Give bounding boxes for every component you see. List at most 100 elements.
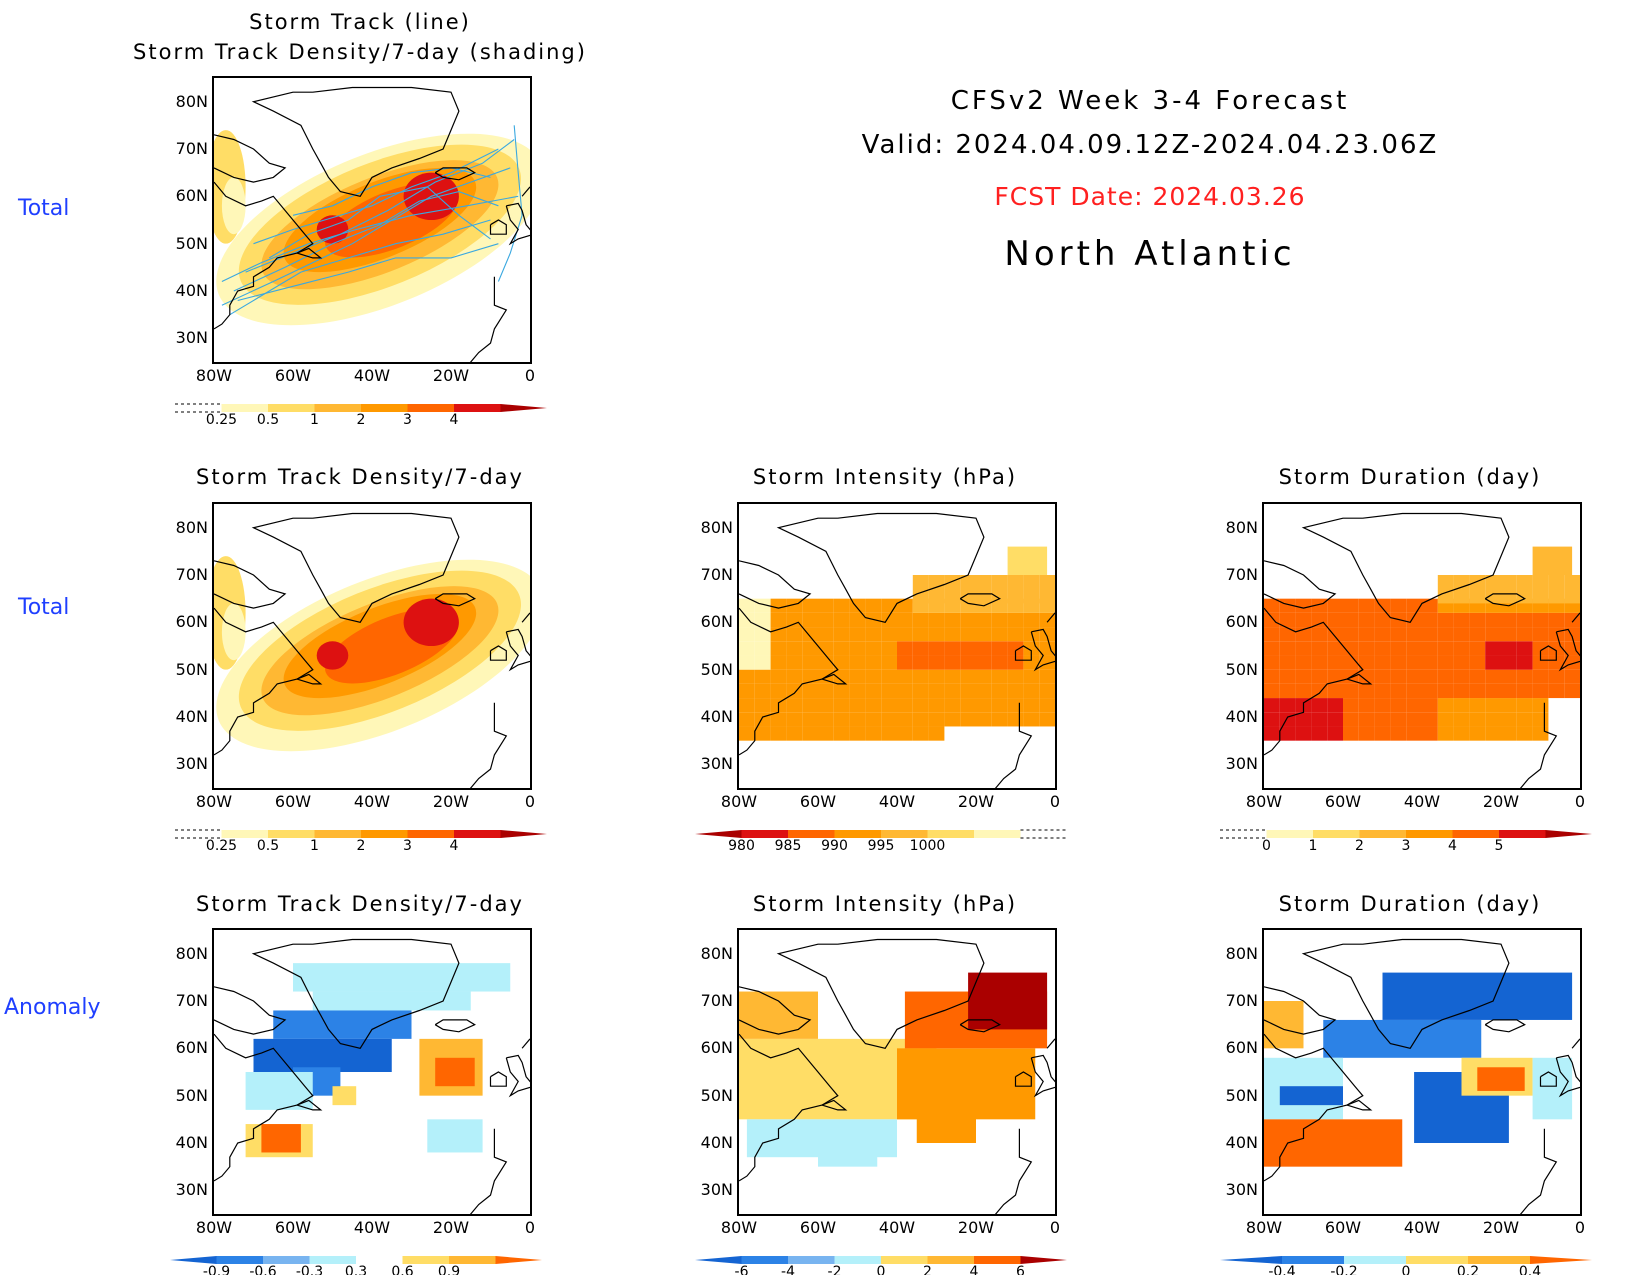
colorbar-tick-label: -0.6 (249, 1264, 276, 1275)
lon-tick-label: 20W (432, 366, 470, 385)
map-storm-track-total (212, 76, 532, 364)
map-canvas (214, 86, 530, 362)
lat-tick-label: 50N (175, 1085, 208, 1105)
lat-tick-label: 60N (1225, 612, 1258, 632)
colorbar-tick-label: 0.2 (1457, 1264, 1479, 1275)
lon-tick-label: 60W (799, 792, 837, 811)
colorbar-anomaly-duration: -0.4 -0.2 0 0.2 0.4 (1220, 1256, 1592, 1275)
colorbar-tick-label: 2 (1355, 838, 1364, 854)
lat-tick-label: 60N (700, 612, 733, 632)
lon-tick-label: 80W (720, 792, 758, 811)
colorbar-anomaly-intensity: -6 -4 -2 0 2 4 6 (695, 1256, 1067, 1275)
lon-tick-label: 20W (1482, 792, 1520, 811)
lat-tick-label: 30N (175, 754, 208, 774)
map-canvas (739, 512, 1055, 788)
lat-tick-label: 40N (1225, 1133, 1258, 1152)
row-label-total-2: Total (18, 595, 70, 620)
lat-tick-label: 60N (175, 186, 208, 206)
anom-duration-title: Storm Duration (day) (1278, 892, 1542, 916)
lat-tick-label: 80N (1225, 517, 1258, 537)
colorbar-tick-label: 4 (1448, 838, 1457, 854)
map-intensity-anomaly (737, 928, 1057, 1216)
lon-tick-label: 60W (1324, 792, 1362, 811)
lat-tick-label: 50N (175, 233, 208, 253)
colorbar-tick-label: 4 (450, 412, 459, 428)
lon-tick-label: 20W (432, 792, 470, 811)
colorbar-tick-label: 2 (923, 1264, 932, 1275)
lat-tick-label: 60N (1225, 1038, 1258, 1058)
colorbar-tick-label: 980 (728, 838, 755, 854)
header-valid-range: Valid: 2024.04.09.12Z-2024.04.23.06Z (861, 130, 1439, 160)
lon-tick-label: 40W (353, 1218, 391, 1237)
map-canvas (1264, 938, 1580, 1214)
lat-tick-label: 40N (175, 707, 208, 726)
colorbar-tick-label: 0.25 (206, 412, 237, 428)
lon-tick-label: 80W (195, 366, 233, 385)
lon-tick-label: 20W (432, 1218, 470, 1237)
lon-tick-label: 20W (1482, 1218, 1520, 1237)
colorbar-tick-label: 985 (775, 838, 802, 854)
lon-tick-label: 40W (353, 792, 391, 811)
lat-tick-label: 30N (700, 754, 733, 774)
lon-tick-label: 20W (957, 792, 995, 811)
colorbar-total-intensity: 980 985 990 995 1000 (695, 829, 1067, 854)
colorbar-tick-label: -0.3 (296, 1264, 323, 1275)
lon-tick-label: 80W (195, 1218, 233, 1237)
map-track-density-total (212, 502, 532, 790)
total-duration-title: Storm Duration (day) (1278, 465, 1542, 489)
lat-tick-label: 80N (1225, 943, 1258, 963)
header-region: North Atlantic (1004, 234, 1296, 274)
colorbar-tick-label: 6 (1016, 1264, 1025, 1275)
colorbar-tick-label: 0 (877, 1264, 886, 1275)
colorbar-tick-label: -0.9 (203, 1264, 230, 1275)
lon-tick-label: 40W (878, 792, 916, 811)
lon-tick-label: 0 (1049, 792, 1061, 811)
lon-tick-label: 40W (1403, 792, 1441, 811)
colorbar-tick-label: 5 (1495, 838, 1504, 854)
lat-tick-label: 70N (700, 565, 733, 584)
lat-tick-label: 30N (175, 328, 208, 348)
colorbar-anomaly-density: -0.9 -0.6 -0.3 0.3 0.6 0.9 (170, 1256, 542, 1275)
anom-intensity-title: Storm Intensity (hPa) (752, 892, 1018, 916)
lat-tick-label: 70N (1225, 991, 1258, 1010)
lat-tick-label: 80N (175, 91, 208, 111)
lat-tick-label: 70N (175, 991, 208, 1010)
colorbar-tick-label: -4 (781, 1264, 795, 1275)
total-intensity-title: Storm Intensity (hPa) (752, 465, 1018, 489)
top-panel-title-line2: Storm Track Density/7-day (shading) (133, 40, 587, 64)
lat-tick-label: 50N (175, 659, 208, 679)
lat-tick-label: 70N (175, 565, 208, 584)
lon-tick-label: 20W (957, 1218, 995, 1237)
map-duration-total (1262, 502, 1582, 790)
lat-tick-label: 60N (700, 1038, 733, 1058)
map-duration-anomaly (1262, 928, 1582, 1216)
colorbar-tick-label: 3 (403, 412, 412, 428)
colorbar-tick-label: 2 (357, 838, 366, 854)
lon-tick-label: 0 (524, 366, 536, 385)
lat-tick-label: 40N (175, 1133, 208, 1152)
colorbar-tick-label: 3 (1402, 838, 1411, 854)
header-fcst-date: FCST Date: 2024.03.26 (994, 182, 1306, 211)
colorbar-total-density: 0.25 0.5 1 2 3 4 (175, 829, 547, 854)
colorbar-tick-label: 4 (970, 1264, 979, 1275)
lon-tick-label: 0 (1574, 792, 1586, 811)
colorbar-tick-label: 0.9 (438, 1264, 460, 1275)
lat-tick-label: 50N (700, 659, 733, 679)
lon-tick-label: 60W (274, 792, 312, 811)
lat-tick-label: 50N (1225, 1085, 1258, 1105)
lat-tick-label: 50N (1225, 659, 1258, 679)
colorbar-top: 0.25 0.5 1 2 3 4 (175, 403, 547, 428)
lat-tick-label: 50N (700, 1085, 733, 1105)
colorbar-tick-label: 0 (1402, 1264, 1411, 1275)
lat-tick-label: 30N (175, 1180, 208, 1200)
colorbar-tick-label: 1 (310, 412, 319, 428)
lat-tick-label: 80N (700, 517, 733, 537)
lon-tick-label: 60W (799, 1218, 837, 1237)
lat-tick-label: 80N (175, 943, 208, 963)
map-canvas (214, 512, 530, 788)
lat-tick-label: 60N (175, 1038, 208, 1058)
colorbar-tick-label: 0.6 (391, 1264, 413, 1275)
anom-density-title: Storm Track Density/7-day (196, 892, 524, 916)
colorbar-tick-label: 1 (1309, 838, 1318, 854)
top-panel-title-line1: Storm Track (line) (249, 10, 471, 34)
